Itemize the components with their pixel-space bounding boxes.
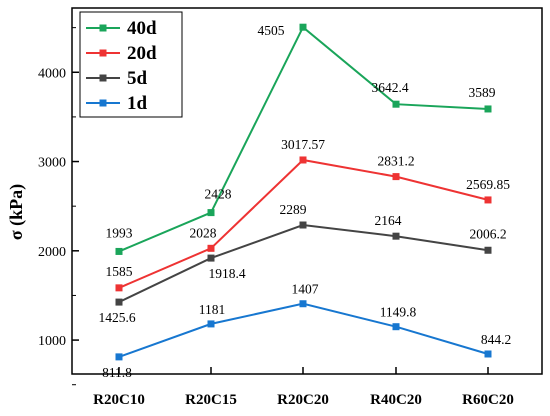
y-tick-label: 3000 (38, 156, 66, 171)
x-tick-label: R60C20 (462, 392, 514, 408)
data-point-40d (392, 100, 400, 108)
x-tick-label: R20C15 (185, 392, 237, 408)
legend-marker-40d (99, 24, 107, 32)
plot-frame (71, 7, 543, 375)
data-point-1d (207, 320, 215, 328)
data-point-5d (115, 298, 123, 306)
y-tick-label: 1000 (38, 334, 66, 349)
data-label-40d: 3642.4 (371, 80, 408, 95)
data-label-5d: 1918.4 (208, 266, 245, 281)
series-layer (115, 23, 492, 361)
data-label-5d: 2006.2 (469, 226, 506, 241)
y-axis-label: σ (kPa) (6, 184, 27, 240)
data-point-20d (115, 284, 123, 292)
data-label-40d: 4505 (258, 23, 285, 38)
data-point-1d (484, 350, 492, 358)
legend: 40d 20d 5d 1d (79, 11, 183, 118)
y-axis: 1000 2000 3000 4000 (38, 27, 79, 386)
data-label-5d: 2289 (280, 202, 307, 217)
data-label-1d: 844.2 (481, 332, 511, 347)
data-point-1d (392, 323, 400, 331)
data-point-1d (299, 300, 307, 308)
data-point-1d (115, 353, 123, 361)
legend-label-40d: 40d (127, 18, 157, 39)
data-label-20d: 1585 (106, 264, 133, 279)
data-point-20d (299, 156, 307, 164)
legend-label-1d: 1d (127, 93, 148, 114)
data-point-5d (484, 246, 492, 254)
data-label-20d: 2028 (190, 225, 217, 240)
series-line-1d (118, 302, 489, 358)
y-tick-label: 4000 (38, 66, 66, 81)
data-point-40d (484, 105, 492, 113)
data-label-1d: 1181 (199, 302, 226, 317)
x-tick-label: R20C10 (93, 392, 145, 408)
data-point-20d (207, 244, 215, 252)
data-label-1d: 1149.8 (380, 305, 417, 320)
legend-marker-20d (99, 49, 107, 57)
legend-label-20d: 20d (127, 43, 157, 64)
data-label-5d: 2164 (375, 213, 402, 228)
legend-label-5d: 5d (127, 68, 148, 89)
data-label-40d: 1993 (106, 225, 133, 240)
y-tick-label: 2000 (38, 245, 66, 260)
data-point-40d (207, 209, 215, 217)
data-label-5d: 1425.6 (98, 310, 135, 325)
data-label-20d: 2569.85 (466, 177, 510, 192)
data-label-1d: 1407 (292, 282, 319, 297)
data-point-5d (392, 232, 400, 240)
data-label-40d: 3589 (469, 85, 496, 100)
data-label-1d: 811.8 (102, 365, 132, 380)
data-label-20d: 2831.2 (377, 154, 414, 169)
data-labels: 1993 2428 4505 3642.4 3589 1585 2028 3017.57 283… (98, 23, 511, 380)
x-tick-label: R40C20 (370, 392, 422, 408)
data-point-20d (484, 196, 492, 204)
x-tick-label: R20C20 (277, 392, 329, 408)
data-point-5d (299, 221, 307, 229)
data-point-5d (207, 254, 215, 262)
legend-marker-1d (99, 99, 107, 107)
legend-box (79, 11, 183, 118)
legend-marker-5d (99, 74, 107, 82)
data-point-40d (299, 23, 307, 31)
data-label-40d: 2428 (205, 187, 232, 202)
data-label-20d: 3017.57 (281, 137, 325, 152)
data-point-40d (115, 247, 123, 255)
data-point-20d (392, 173, 400, 181)
x-axis: R20C10 R20C15 R20C20 R40C20 R60C20 (93, 367, 514, 408)
